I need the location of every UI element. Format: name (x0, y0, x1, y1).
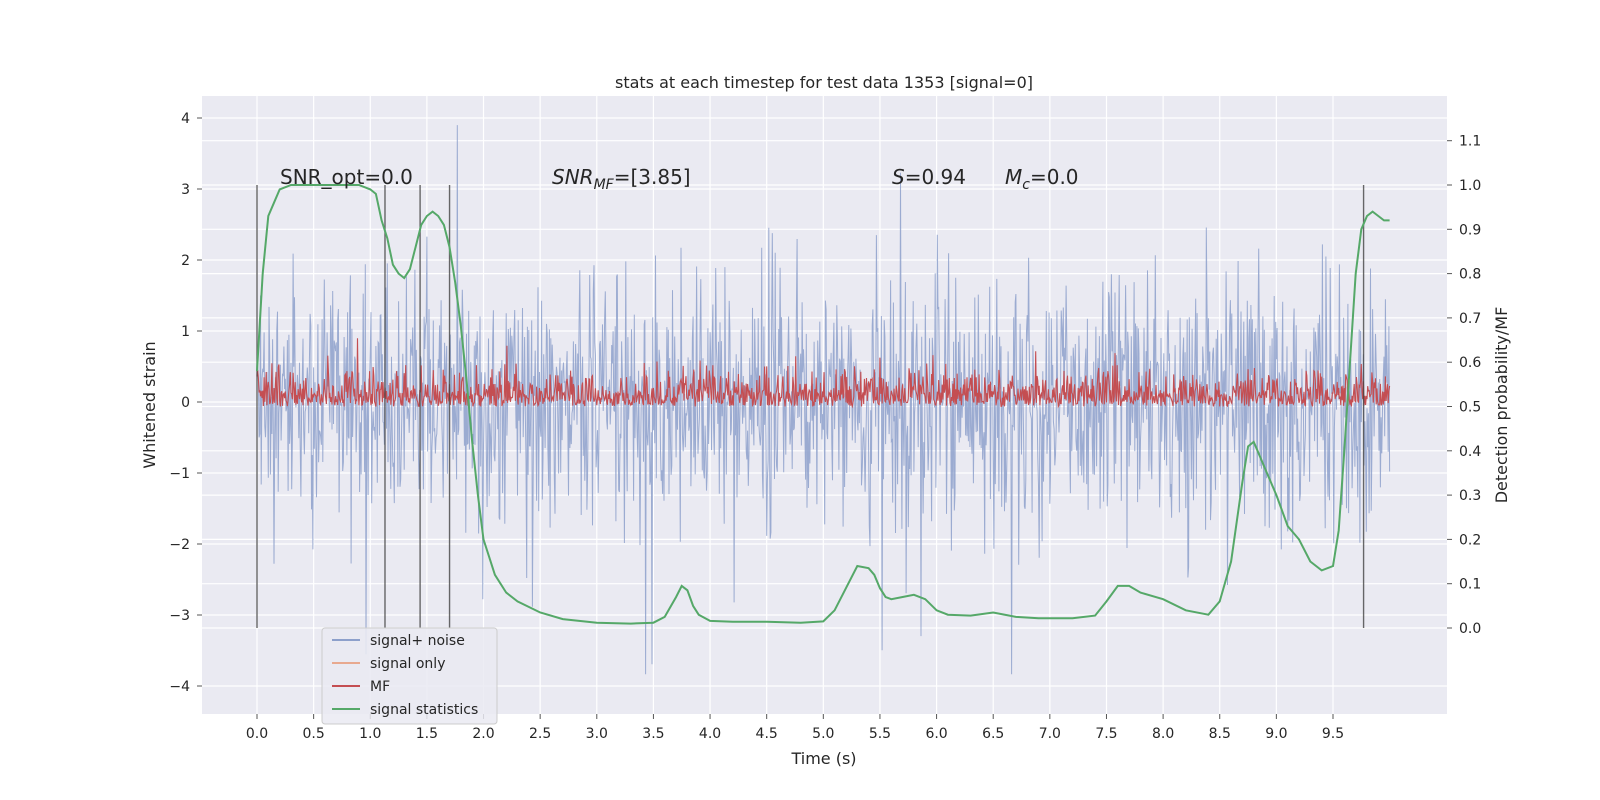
x-tick-label: 0.0 (246, 726, 268, 742)
legend-item-mf: MF (332, 679, 390, 695)
x-tick-label: 3.0 (586, 726, 608, 742)
x-tick-label: 1.0 (359, 726, 381, 742)
annotation-snr-mf: SNRMF=[3.85] (552, 165, 691, 193)
legend-label-signal-noise: signal+ noise (370, 633, 465, 649)
axis-ticks: 0.0 0.5 1.0 1.5 2.0 2.5 3.0 3.5 4.0 4.5 5.0 5.5 6.0 6… (169, 111, 1481, 742)
y-tick-label-right: 0.0 (1459, 621, 1481, 637)
y-tick-label-left: −3 (169, 608, 190, 624)
annotations: SNR_opt=0.0 SNRMF=[3.85] S=0.94 Mc=0.0 (280, 165, 1079, 193)
y-axis-label-left: Whitened strain (140, 341, 159, 468)
vertical-marker-lines (256, 185, 1365, 628)
y-tick-label-right: 1.0 (1459, 178, 1481, 194)
x-tick-label: 6.0 (925, 726, 947, 742)
annotation-mc: Mc=0.0 (1005, 165, 1079, 193)
x-tick-label: 0.5 (302, 726, 324, 742)
legend-item-signal-statistics: signal statistics (332, 702, 478, 718)
legend-item-signal-noise: signal+ noise (332, 633, 465, 649)
x-tick-label: 1.5 (416, 726, 438, 742)
x-tick-label: 8.5 (1209, 726, 1231, 742)
x-tick-label: 9.5 (1322, 726, 1344, 742)
x-tick-label: 9.0 (1265, 726, 1287, 742)
x-tick-label: 8.0 (1152, 726, 1174, 742)
y-tick-label-left: 2 (181, 253, 190, 269)
y-tick-label-left: 3 (181, 182, 190, 198)
y-tick-label-left: 1 (181, 324, 190, 340)
y-tick-label-left: −2 (169, 537, 190, 553)
legend-label-signal-statistics: signal statistics (370, 702, 478, 718)
legend-label-signal-only: signal only (370, 656, 445, 672)
x-tick-label: 4.0 (699, 726, 721, 742)
y-tick-label-right: 0.2 (1459, 532, 1481, 548)
annotation-s: S=0.94 (892, 165, 966, 189)
x-axis-label: Time (s) (790, 749, 856, 768)
x-tick-label: 2.0 (472, 726, 494, 742)
y-axis-label-right: Detection probability/MF (1492, 307, 1511, 504)
y-tick-label-left: −1 (169, 466, 190, 482)
y-tick-label-right: 0.9 (1459, 222, 1481, 238)
mf-series (256, 338, 1391, 409)
y-tick-label-right: 0.1 (1459, 577, 1481, 593)
y-tick-label-right: 1.1 (1459, 134, 1481, 150)
legend-item-signal-only: signal only (332, 656, 445, 672)
y-tick-label-left: 4 (181, 111, 190, 127)
x-tick-label: 4.5 (756, 726, 778, 742)
signal-statistics-line (256, 184, 1390, 625)
y-tick-label-right: 0.7 (1459, 311, 1481, 327)
x-tick-label: 7.0 (1039, 726, 1061, 742)
x-tick-label: 3.5 (642, 726, 664, 742)
annotation-snr-opt: SNR_opt=0.0 (280, 165, 413, 189)
y-tick-label-right: 0.5 (1459, 400, 1481, 416)
legend-label-mf: MF (370, 679, 390, 695)
y-tick-label-left: 0 (181, 395, 190, 411)
y-tick-label-right: 0.4 (1459, 444, 1481, 460)
x-tick-label: 6.5 (982, 726, 1004, 742)
y-tick-label-right: 0.3 (1459, 488, 1481, 504)
y-tick-label-right: 0.6 (1459, 355, 1481, 371)
signal-noise-series (256, 125, 1391, 675)
legend: signal+ noise signal only MF signal stat… (321, 627, 498, 725)
legend-box (321, 627, 498, 725)
signal-noise-line (256, 125, 1391, 675)
mf-line (256, 338, 1391, 409)
x-tick-label: 7.5 (1095, 726, 1117, 742)
y-tick-label-left: −4 (169, 679, 190, 695)
x-tick-label: 5.5 (869, 726, 891, 742)
x-tick-label: 2.5 (529, 726, 551, 742)
x-tick-label: 5.0 (812, 726, 834, 742)
y-tick-label-right: 0.8 (1459, 267, 1481, 283)
chart-title: stats at each timestep for test data 135… (615, 73, 1033, 92)
signal-statistics-series (256, 184, 1390, 625)
